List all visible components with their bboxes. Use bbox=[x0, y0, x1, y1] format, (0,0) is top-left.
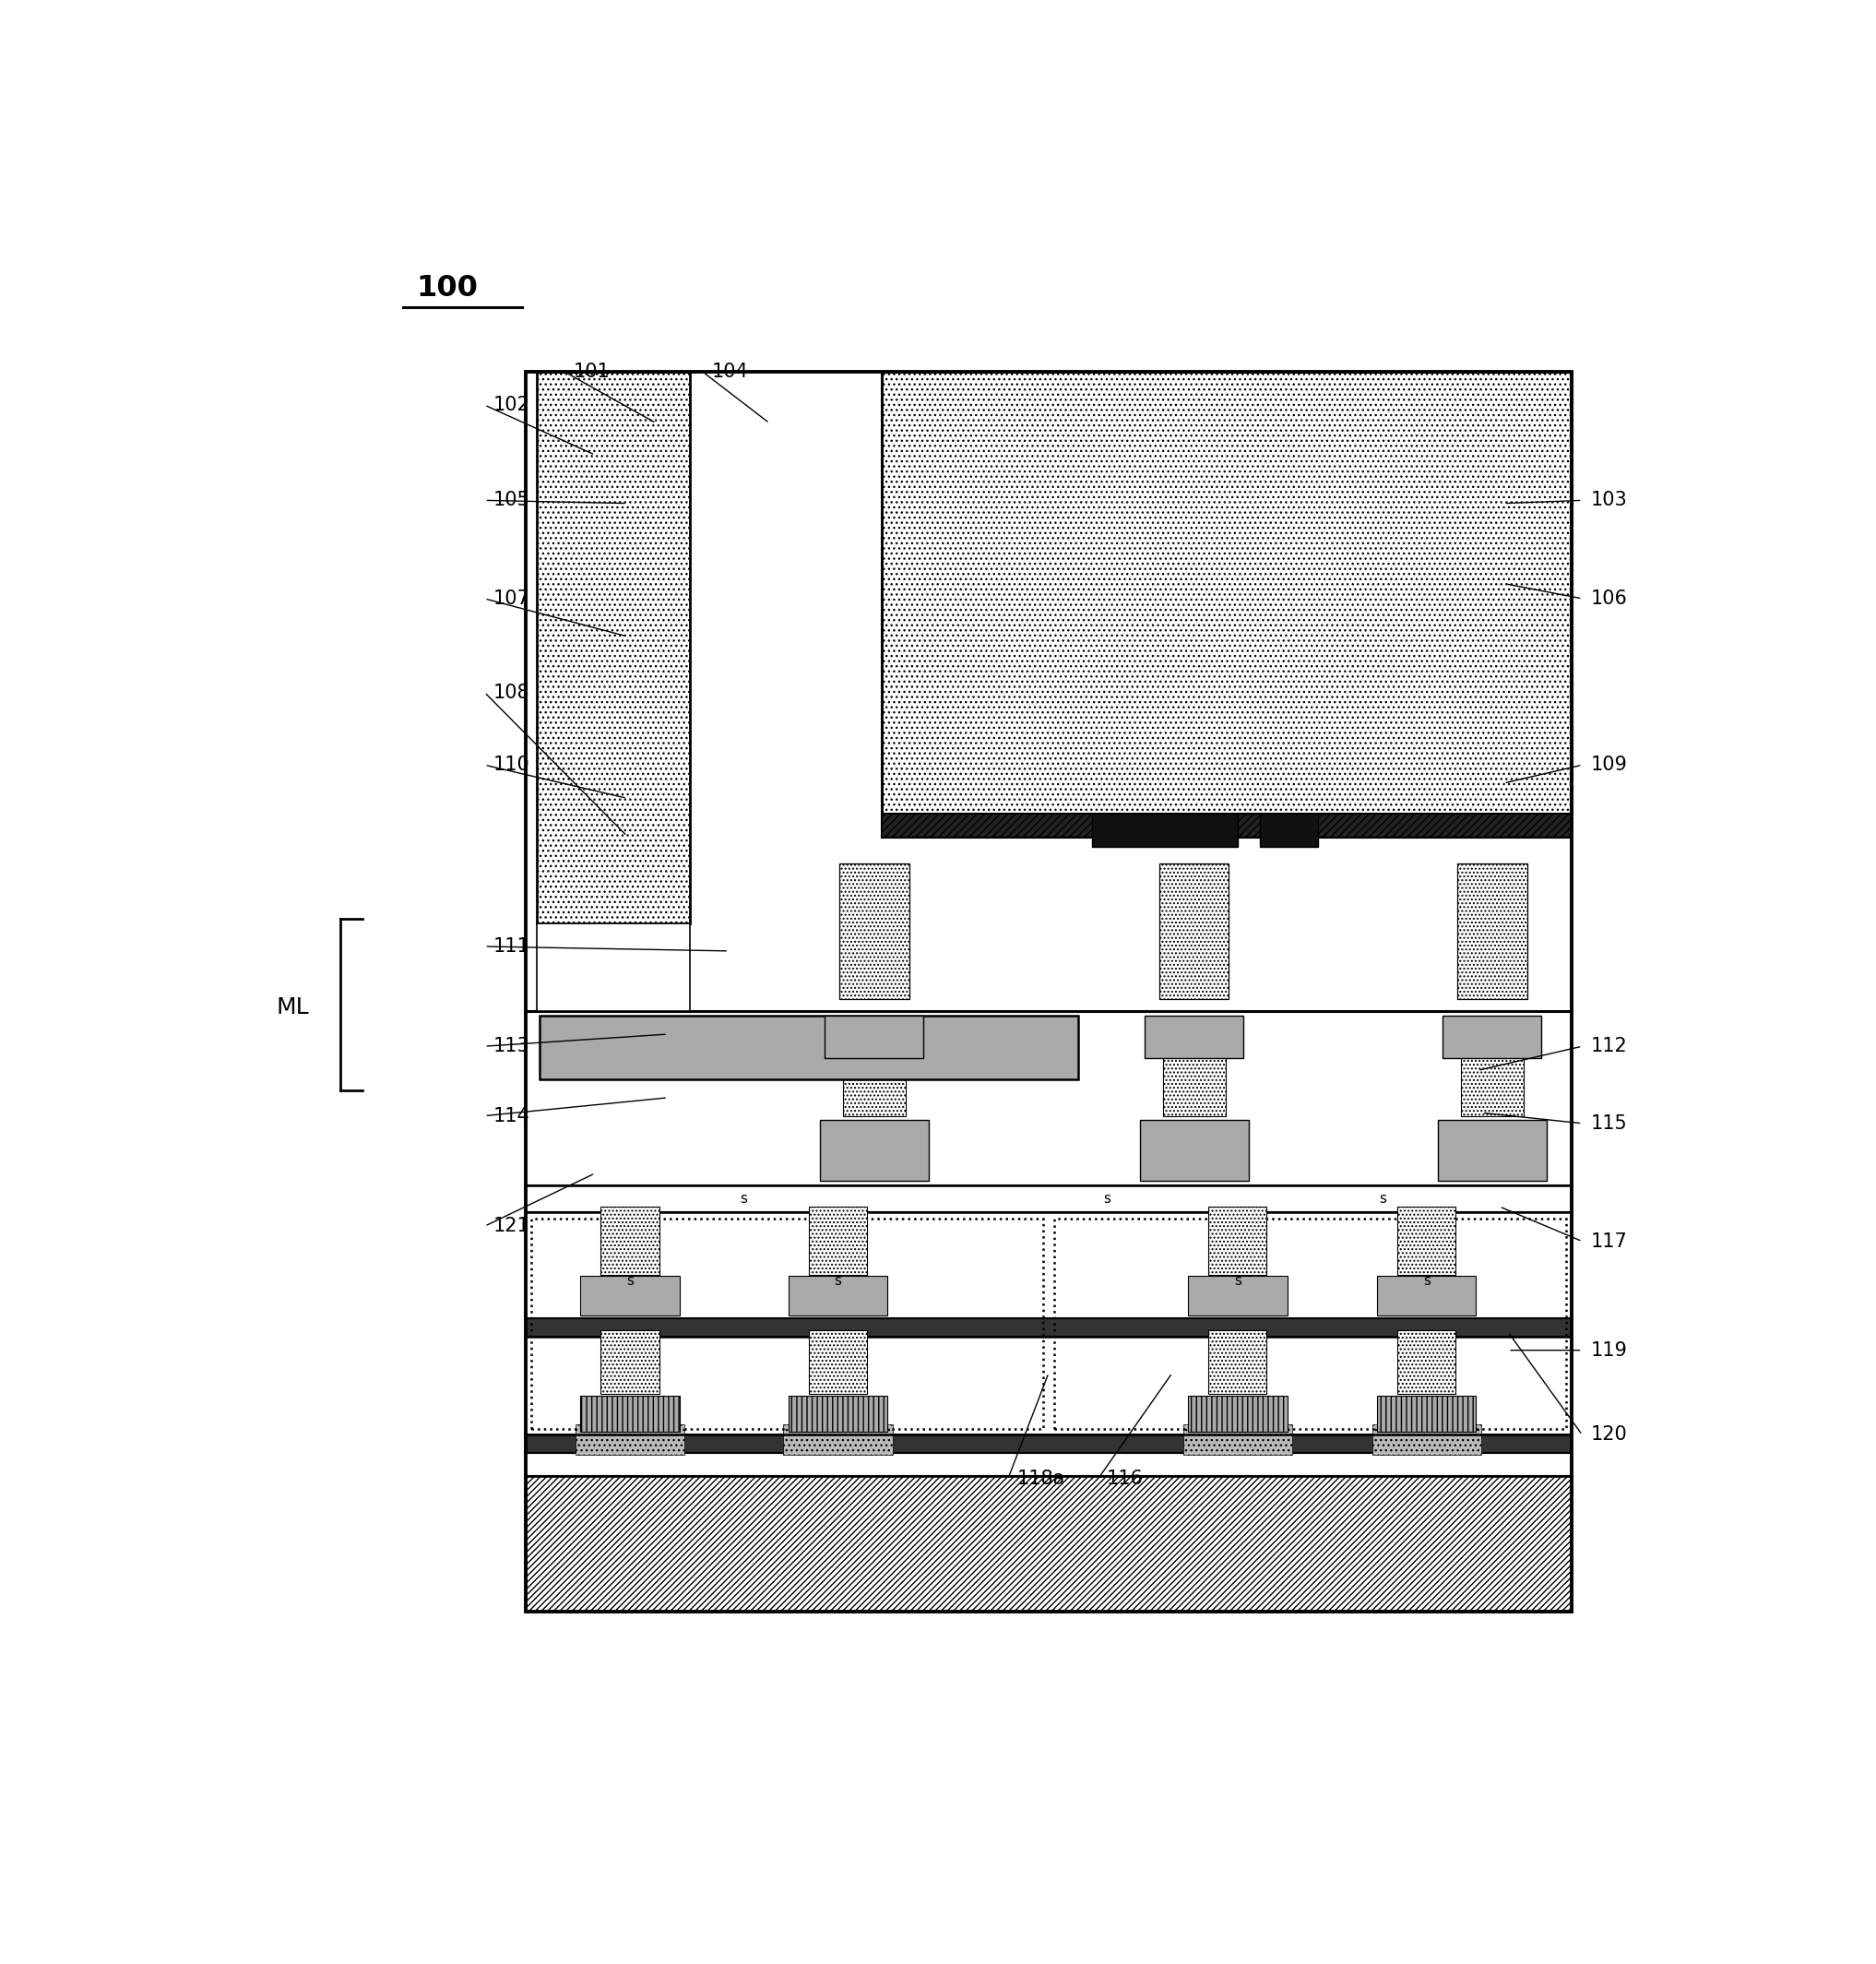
Bar bbox=[882, 371, 1572, 813]
Bar bbox=[1398, 1330, 1456, 1394]
Text: s: s bbox=[1379, 1192, 1386, 1206]
Text: 104: 104 bbox=[711, 363, 749, 381]
Bar bbox=[1398, 1206, 1456, 1275]
Text: 110: 110 bbox=[493, 756, 529, 774]
Bar bbox=[1437, 1119, 1546, 1180]
Text: 114: 114 bbox=[493, 1106, 529, 1125]
Bar bbox=[1144, 1015, 1244, 1059]
Text: 106: 106 bbox=[1591, 589, 1628, 607]
Bar bbox=[600, 1206, 658, 1275]
Text: 108: 108 bbox=[493, 683, 529, 701]
Text: s: s bbox=[627, 1275, 634, 1288]
Bar bbox=[1139, 1119, 1249, 1180]
Text: 121: 121 bbox=[493, 1218, 529, 1235]
Bar bbox=[839, 864, 910, 1000]
Bar bbox=[1371, 1424, 1482, 1455]
Text: s: s bbox=[1234, 1275, 1242, 1288]
Bar bbox=[1259, 813, 1317, 846]
Bar bbox=[784, 1424, 893, 1455]
Bar bbox=[820, 1119, 929, 1180]
Text: 100: 100 bbox=[416, 275, 478, 302]
Text: 112: 112 bbox=[1591, 1037, 1628, 1055]
Text: s: s bbox=[1103, 1192, 1111, 1206]
Text: ML: ML bbox=[276, 996, 310, 1017]
Text: 113: 113 bbox=[493, 1037, 529, 1055]
Bar bbox=[525, 371, 1572, 1612]
Bar bbox=[842, 1037, 906, 1116]
Bar bbox=[1188, 1277, 1287, 1316]
Bar bbox=[1188, 1396, 1287, 1432]
Bar bbox=[882, 813, 1572, 837]
Text: 115: 115 bbox=[1591, 1114, 1628, 1133]
Text: 102: 102 bbox=[493, 397, 529, 414]
Bar bbox=[1461, 1037, 1523, 1116]
Bar bbox=[537, 923, 690, 1011]
Bar bbox=[1163, 1037, 1225, 1116]
Bar bbox=[1054, 1218, 1566, 1430]
Bar bbox=[525, 1318, 1572, 1337]
Bar bbox=[1184, 1424, 1293, 1455]
Bar bbox=[1377, 1396, 1476, 1432]
Bar bbox=[1443, 1015, 1542, 1059]
Bar bbox=[525, 1186, 1572, 1212]
Text: 107: 107 bbox=[493, 589, 529, 607]
Bar bbox=[1377, 1277, 1476, 1316]
Text: 103: 103 bbox=[1591, 491, 1628, 509]
Bar bbox=[1208, 1206, 1266, 1275]
Bar bbox=[525, 1475, 1572, 1612]
Bar bbox=[1458, 864, 1527, 1000]
Text: 116: 116 bbox=[1107, 1469, 1144, 1489]
Text: 120: 120 bbox=[1591, 1426, 1628, 1444]
Text: s: s bbox=[1424, 1275, 1430, 1288]
Bar bbox=[1208, 1330, 1266, 1394]
Text: 119: 119 bbox=[1591, 1341, 1628, 1359]
Text: 117: 117 bbox=[1591, 1231, 1628, 1251]
Text: 105: 105 bbox=[493, 491, 529, 509]
Bar bbox=[825, 1015, 923, 1059]
Bar bbox=[525, 1453, 1572, 1475]
Text: 111: 111 bbox=[493, 937, 529, 956]
Bar bbox=[788, 1396, 887, 1432]
Bar bbox=[809, 1330, 867, 1394]
Bar bbox=[576, 1424, 685, 1455]
Bar bbox=[580, 1277, 679, 1316]
Text: 118a: 118a bbox=[1017, 1469, 1066, 1489]
Bar bbox=[788, 1277, 887, 1316]
Bar bbox=[525, 1436, 1572, 1453]
Text: 101: 101 bbox=[574, 363, 610, 381]
Text: s: s bbox=[739, 1192, 747, 1206]
Bar bbox=[540, 1015, 1079, 1080]
Bar bbox=[537, 371, 690, 923]
Text: 109: 109 bbox=[1591, 756, 1628, 774]
Bar bbox=[1159, 864, 1229, 1000]
Bar bbox=[531, 1218, 1043, 1430]
Bar bbox=[580, 1396, 679, 1432]
Bar bbox=[809, 1206, 867, 1275]
Bar bbox=[600, 1330, 658, 1394]
Bar bbox=[1092, 813, 1238, 846]
Text: s: s bbox=[835, 1275, 842, 1288]
